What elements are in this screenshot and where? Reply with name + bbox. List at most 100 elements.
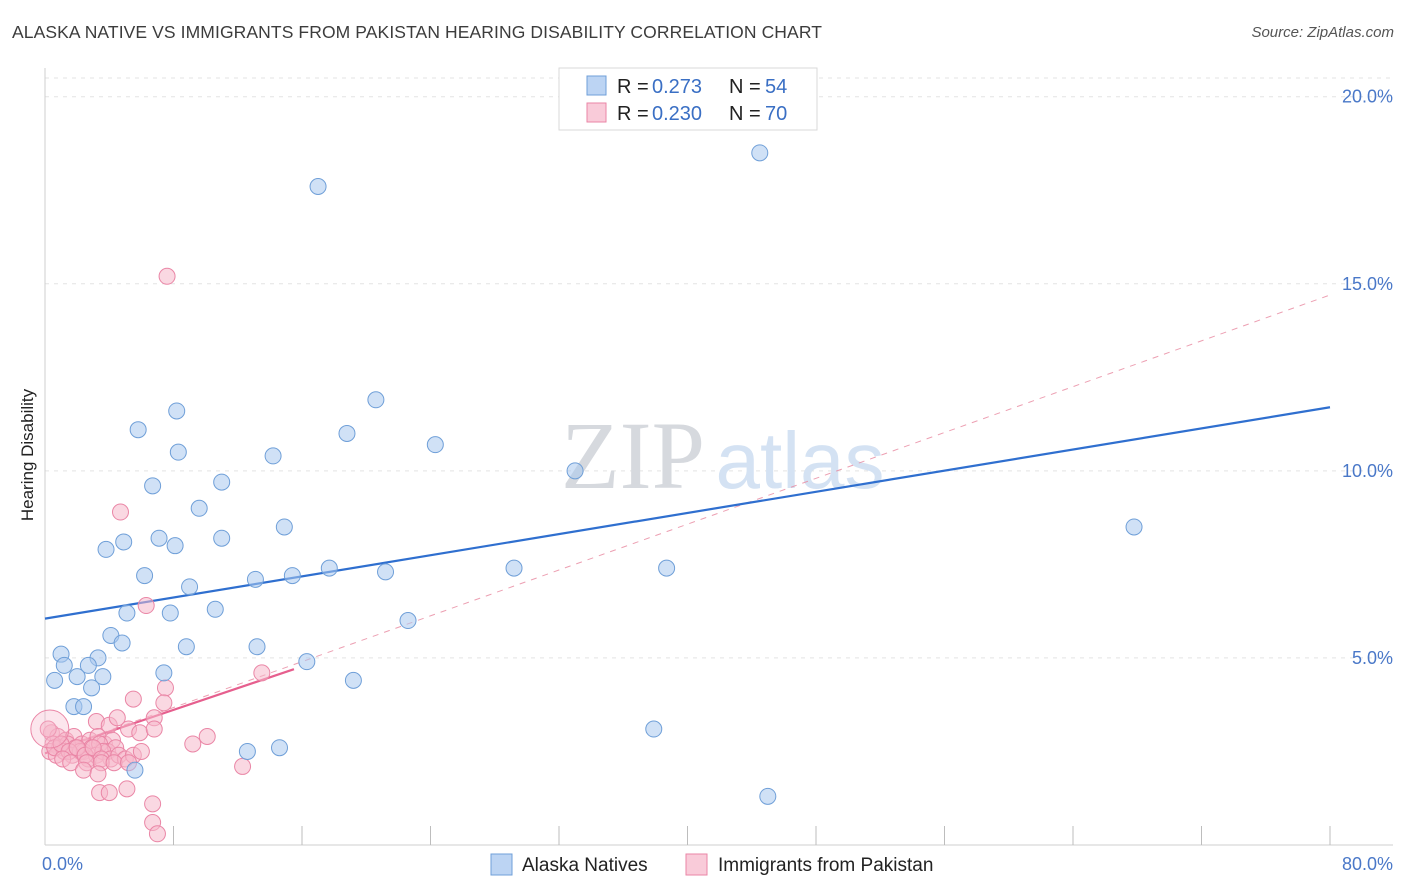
y-tick-label: 5.0% — [1352, 648, 1393, 668]
point-alaska-natives — [177, 638, 195, 656]
point-immigrants-from-pakistan — [132, 742, 150, 760]
point-alaska-natives — [505, 559, 523, 577]
point-alaska-natives — [1125, 518, 1143, 536]
x-tick-label: 80.0% — [1342, 854, 1393, 874]
point-alaska-natives — [298, 653, 316, 671]
watermark-atlas: atlas — [716, 416, 885, 505]
point-immigrants-from-pakistan — [108, 709, 126, 727]
legend-box: R = 0.273 N = 54 R = 0.230 N = 70 — [558, 67, 818, 131]
point-alaska-natives — [79, 656, 97, 674]
point-immigrants-from-pakistan — [100, 784, 118, 802]
legend-r-value: 0.230 — [652, 103, 702, 125]
point-alaska-natives — [309, 178, 327, 196]
point-immigrants-from-pakistan — [75, 761, 93, 779]
x-tick-label: 0.0% — [42, 854, 83, 874]
point-immigrants-from-pakistan — [124, 690, 142, 708]
point-alaska-natives — [206, 600, 224, 618]
point-immigrants-from-pakistan — [111, 503, 129, 521]
y-axis-title: Hearing Disability — [18, 388, 37, 521]
point-alaska-natives — [166, 537, 184, 555]
legend-r-label: R = — [617, 76, 649, 98]
y-tick-label: 15.0% — [1342, 274, 1393, 294]
tick-labels: 5.0% 10.0% 15.0% 20.0% 0.0% 80.0% — [42, 87, 1393, 874]
point-immigrants-from-pakistan — [234, 757, 252, 775]
legend-n-value: 70 — [765, 103, 787, 125]
point-alaska-natives — [94, 668, 112, 686]
legend-n-label: N = — [729, 103, 761, 125]
point-immigrants-from-pakistan — [118, 780, 136, 798]
point-alaska-natives — [264, 447, 282, 465]
point-immigrants-from-pakistan — [253, 664, 271, 682]
point-alaska-natives — [283, 567, 301, 585]
axes — [44, 68, 1393, 846]
point-alaska-natives — [320, 559, 338, 577]
bottom-legend-swatch-alaska-natives — [490, 853, 513, 876]
chart-source: Source: ZipAtlas.com — [1251, 24, 1394, 41]
point-alaska-natives — [377, 563, 395, 581]
legend-n-value: 54 — [765, 76, 787, 98]
legend-swatch-immigrants-from-pakistan — [586, 102, 607, 123]
point-alaska-natives — [338, 424, 356, 442]
point-immigrants-from-pakistan — [198, 727, 216, 745]
point-immigrants-from-pakistan — [148, 825, 166, 843]
y-tick-label: 20.0% — [1342, 87, 1393, 107]
point-immigrants-from-pakistan — [158, 267, 176, 285]
watermark: ZIP atlas — [561, 402, 884, 509]
point-alaska-natives — [126, 761, 144, 779]
point-alaska-natives — [129, 421, 147, 439]
point-alaska-natives — [399, 612, 417, 630]
point-immigrants-from-pakistan — [156, 679, 174, 697]
point-alaska-natives — [658, 559, 676, 577]
point-immigrants-from-pakistan — [89, 765, 107, 783]
point-alaska-natives — [213, 473, 231, 491]
bottom-legend-swatch-immigrants-from-pakistan — [685, 853, 708, 876]
bottom-legend-label-alaska-natives: Alaska Natives — [522, 855, 648, 876]
point-immigrants-from-pakistan — [145, 720, 163, 738]
chart-title: ALASKA NATIVE VS IMMIGRANTS FROM PAKISTA… — [12, 22, 823, 42]
point-immigrants-from-pakistan — [131, 724, 149, 742]
point-alaska-natives — [68, 668, 86, 686]
point-immigrants-from-pakistan — [137, 597, 155, 615]
legend-r-value: 0.273 — [652, 76, 702, 98]
point-alaska-natives — [55, 656, 73, 674]
point-immigrants-from-pakistan-large — [30, 709, 70, 749]
grid-lines — [45, 77, 1393, 659]
point-alaska-natives — [150, 529, 168, 547]
point-alaska-natives — [97, 540, 115, 558]
bottom-legend: Alaska Natives Immigrants from Pakistan — [490, 853, 933, 876]
point-alaska-natives — [238, 742, 256, 760]
point-immigrants-from-pakistan — [39, 720, 57, 738]
point-immigrants-from-pakistan — [144, 795, 162, 813]
point-alaska-natives — [169, 443, 187, 461]
point-immigrants-from-pakistan — [155, 694, 173, 712]
legend-r-label: R = — [617, 103, 649, 125]
point-immigrants-from-pakistan — [105, 754, 123, 772]
point-alaska-natives — [113, 634, 131, 652]
point-alaska-natives — [46, 671, 64, 689]
point-alaska-natives — [168, 402, 186, 420]
point-alaska-natives — [161, 604, 179, 622]
point-alaska-natives — [83, 679, 101, 697]
point-alaska-natives — [155, 664, 173, 682]
bottom-legend-label-immigrants-from-pakistan: Immigrants from Pakistan — [718, 855, 933, 876]
point-alaska-natives — [246, 570, 264, 588]
point-alaska-natives — [248, 638, 266, 656]
point-alaska-natives — [115, 533, 133, 551]
point-alaska-natives — [566, 462, 584, 480]
point-alaska-natives — [190, 499, 208, 517]
series-alaska-natives — [46, 144, 1143, 805]
point-alaska-natives — [75, 698, 93, 716]
legend-n-label: N = — [729, 76, 761, 98]
point-alaska-natives — [181, 578, 199, 596]
point-alaska-natives — [645, 720, 663, 738]
point-alaska-natives — [367, 391, 385, 409]
point-alaska-natives — [213, 529, 231, 547]
point-immigrants-from-pakistan — [184, 735, 202, 753]
y-tick-label: 10.0% — [1342, 461, 1393, 481]
point-alaska-natives — [275, 518, 293, 536]
point-alaska-natives — [751, 144, 769, 162]
point-alaska-natives — [118, 604, 136, 622]
point-alaska-natives — [759, 787, 777, 805]
point-alaska-natives — [344, 671, 362, 689]
